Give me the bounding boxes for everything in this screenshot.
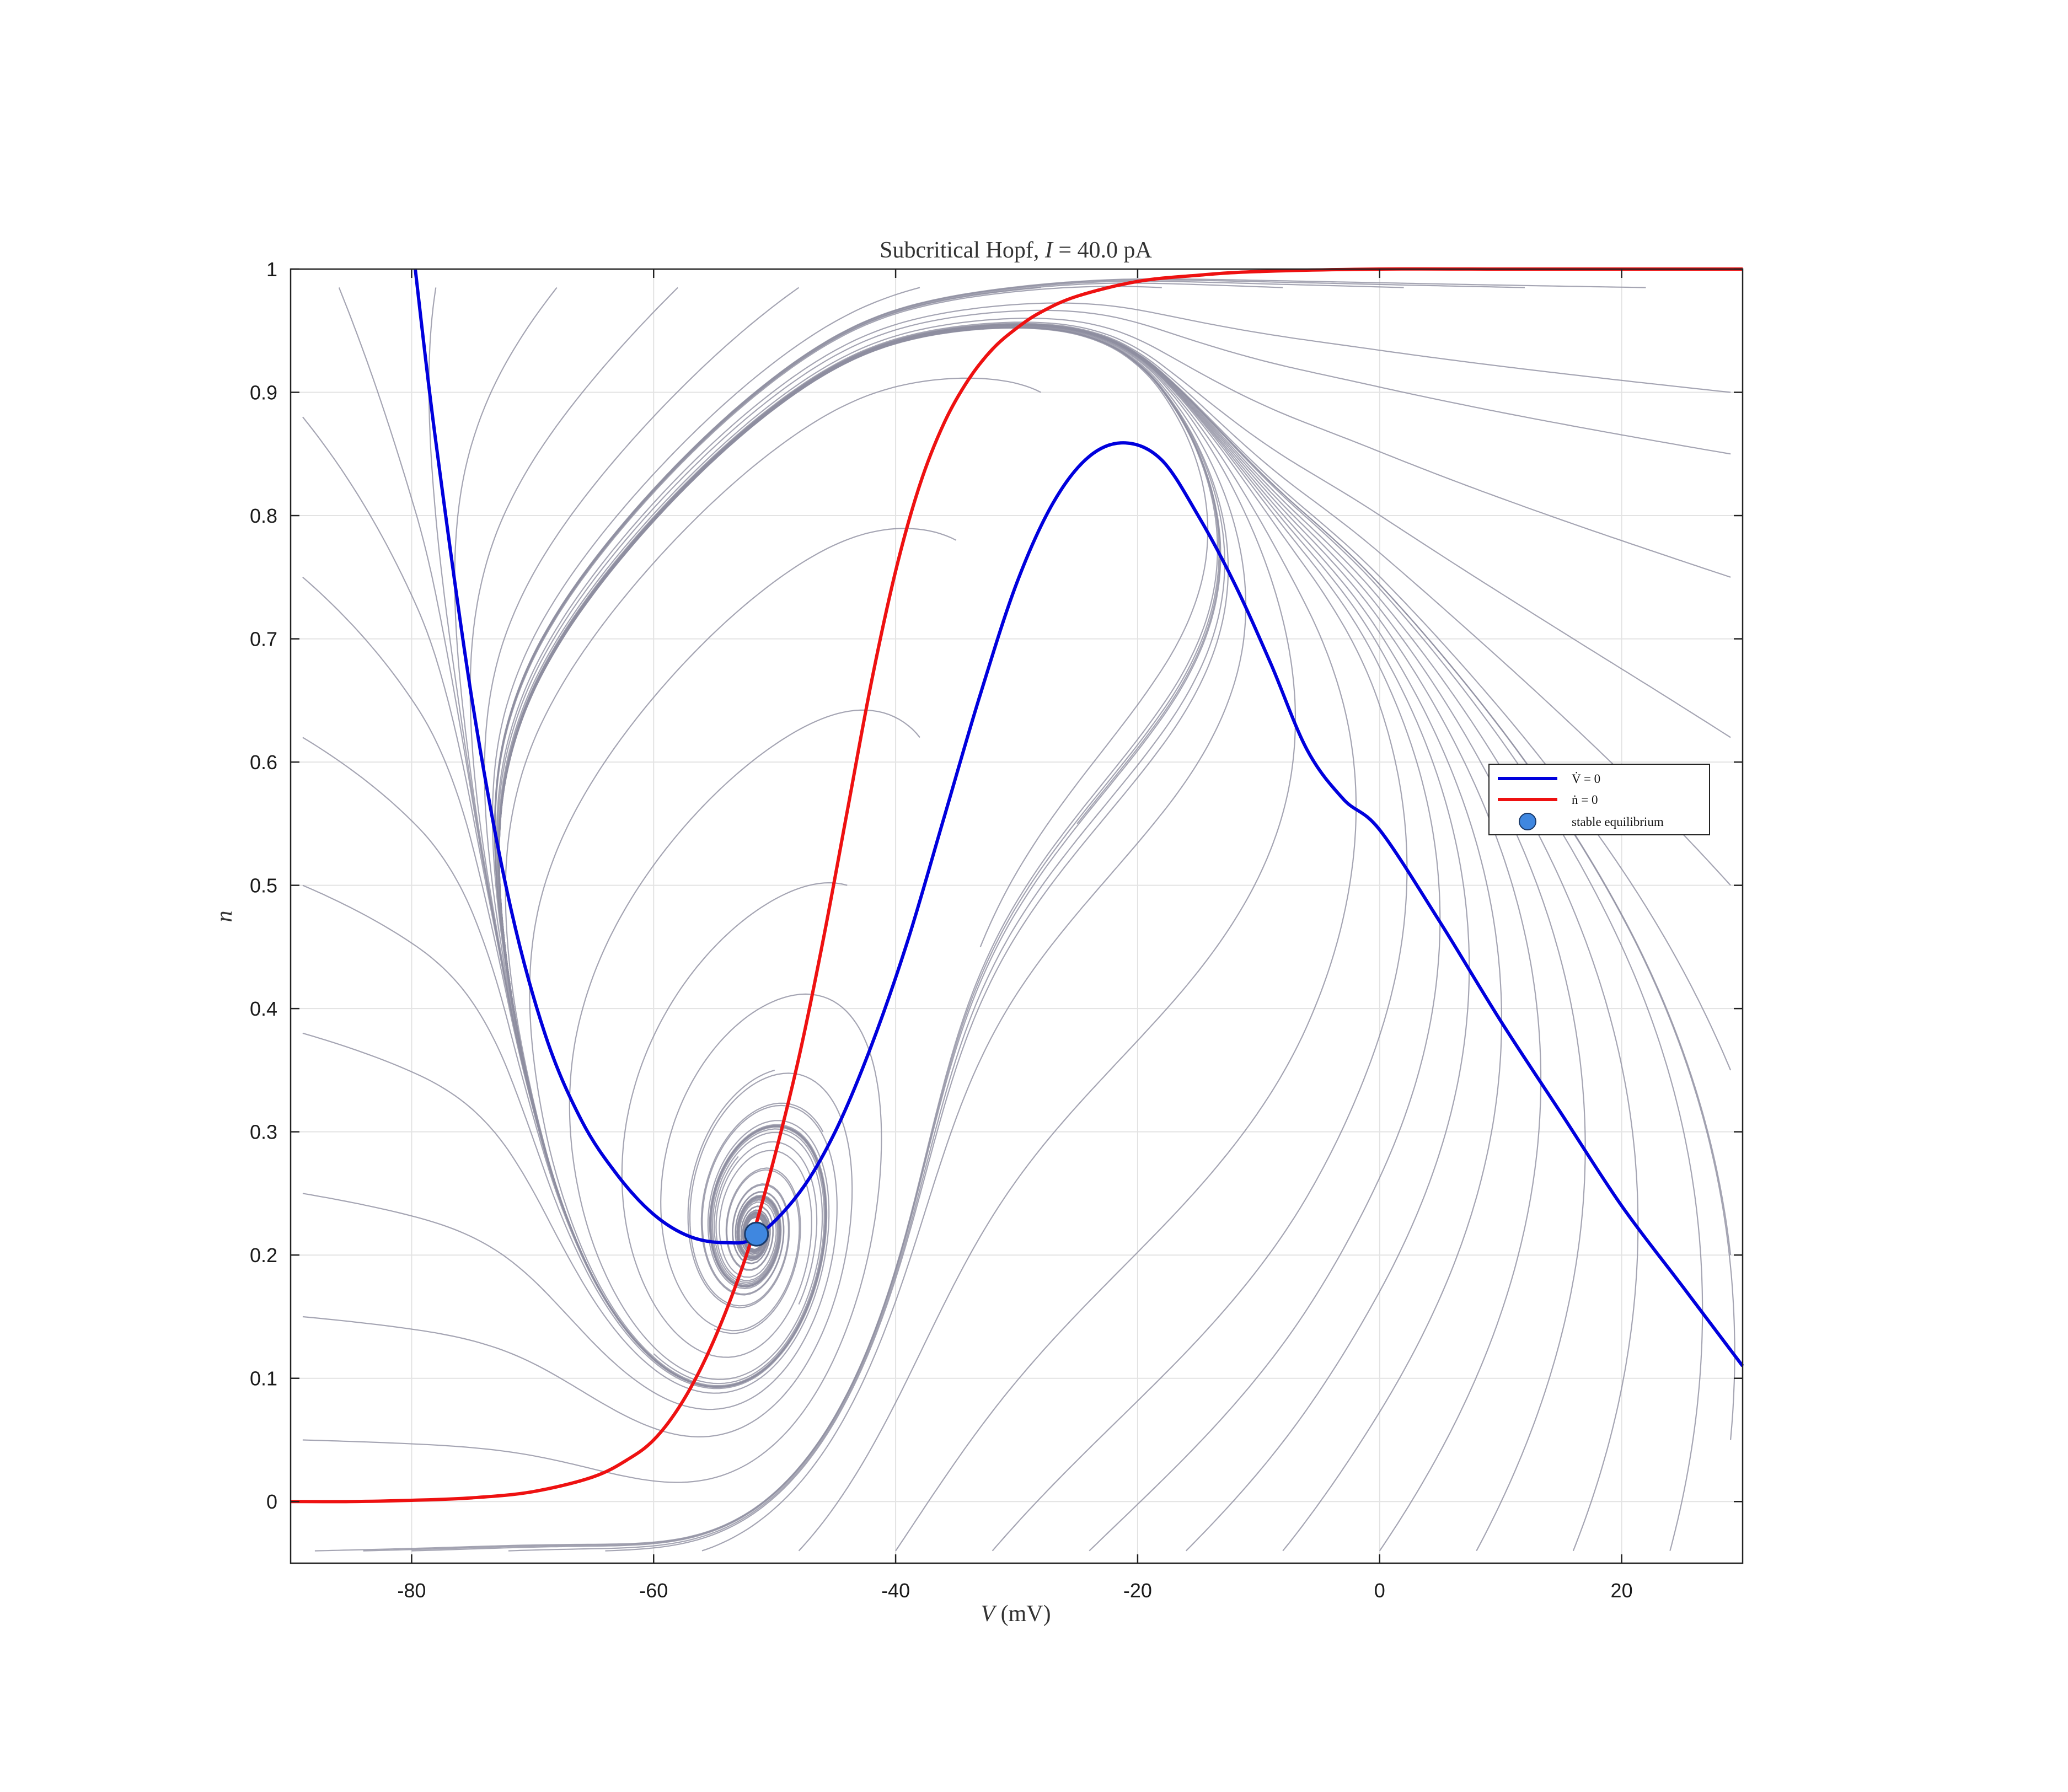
n-nullcline bbox=[290, 267, 1743, 1504]
legend-label-equilibrium: stable equilibrium bbox=[1572, 815, 1664, 829]
y-tick-label: 0.9 bbox=[250, 382, 277, 404]
trajectory-line bbox=[302, 1032, 830, 1394]
trajectory-line bbox=[302, 993, 882, 1483]
y-tick-label: 0.3 bbox=[250, 1121, 277, 1144]
x-tick-label: -20 bbox=[1123, 1579, 1152, 1602]
y-axis-label: n bbox=[212, 911, 237, 922]
x-tick-label: -60 bbox=[639, 1579, 668, 1602]
legend-marker-equilibrium bbox=[1519, 813, 1536, 830]
plot-area: -80 -60 -40 -20 0 20 0 0.1 0.2 0.3 0.4 0.5 0.6 0.7 0.8… bbox=[250, 258, 1744, 1602]
y-tick-label: 0.1 bbox=[250, 1367, 277, 1390]
axes-box bbox=[290, 268, 1744, 1564]
stable-equilibrium-marker bbox=[744, 1221, 769, 1247]
ticks: -80 -60 -40 -20 0 20 0 0.1 0.2 0.3 0.4 0.5 0.6 0.7 0.8… bbox=[250, 258, 1743, 1602]
equilibrium-layer bbox=[744, 1221, 769, 1247]
trajectory-line bbox=[499, 326, 1221, 1388]
y-tick-label: 1 bbox=[266, 258, 277, 281]
trajectory-line bbox=[714, 1167, 801, 1334]
y-tick-label: 0.7 bbox=[250, 628, 277, 651]
trajectory-line bbox=[687, 1069, 790, 1308]
x-tick-label: -80 bbox=[397, 1579, 426, 1602]
y-tick-label: 0.6 bbox=[250, 751, 277, 774]
y-tick-label: 0.2 bbox=[250, 1244, 277, 1267]
legend-label-n-nullcline: ṅ = 0 bbox=[1572, 793, 1598, 807]
legend: V̇ = 0 ṅ = 0 stable equilibrium bbox=[1488, 764, 1710, 835]
trajectory-line bbox=[621, 882, 848, 1358]
x-tick-label: 20 bbox=[1611, 1579, 1633, 1602]
legend-label-v-nullcline: V̇ = 0 bbox=[1572, 772, 1600, 786]
trajectory-line bbox=[569, 709, 920, 1380]
v-nullcline bbox=[414, 269, 1744, 1367]
plot-background bbox=[291, 269, 1743, 1563]
x-axis-label: V (mV) bbox=[981, 1601, 1051, 1627]
y-tick-label: 0 bbox=[266, 1490, 277, 1513]
y-tick-label: 0.5 bbox=[250, 874, 277, 897]
trajectories bbox=[302, 278, 1735, 1552]
grid-lines bbox=[291, 269, 1743, 1563]
y-tick-label: 0.8 bbox=[250, 505, 277, 527]
chart-title: Subcritical Hopf, I = 40.0 pA bbox=[880, 238, 1152, 263]
x-tick-label: -40 bbox=[881, 1579, 910, 1602]
y-tick-label: 0.4 bbox=[250, 997, 277, 1020]
x-tick-label: 0 bbox=[1374, 1579, 1385, 1602]
nullclines bbox=[290, 267, 1744, 1504]
